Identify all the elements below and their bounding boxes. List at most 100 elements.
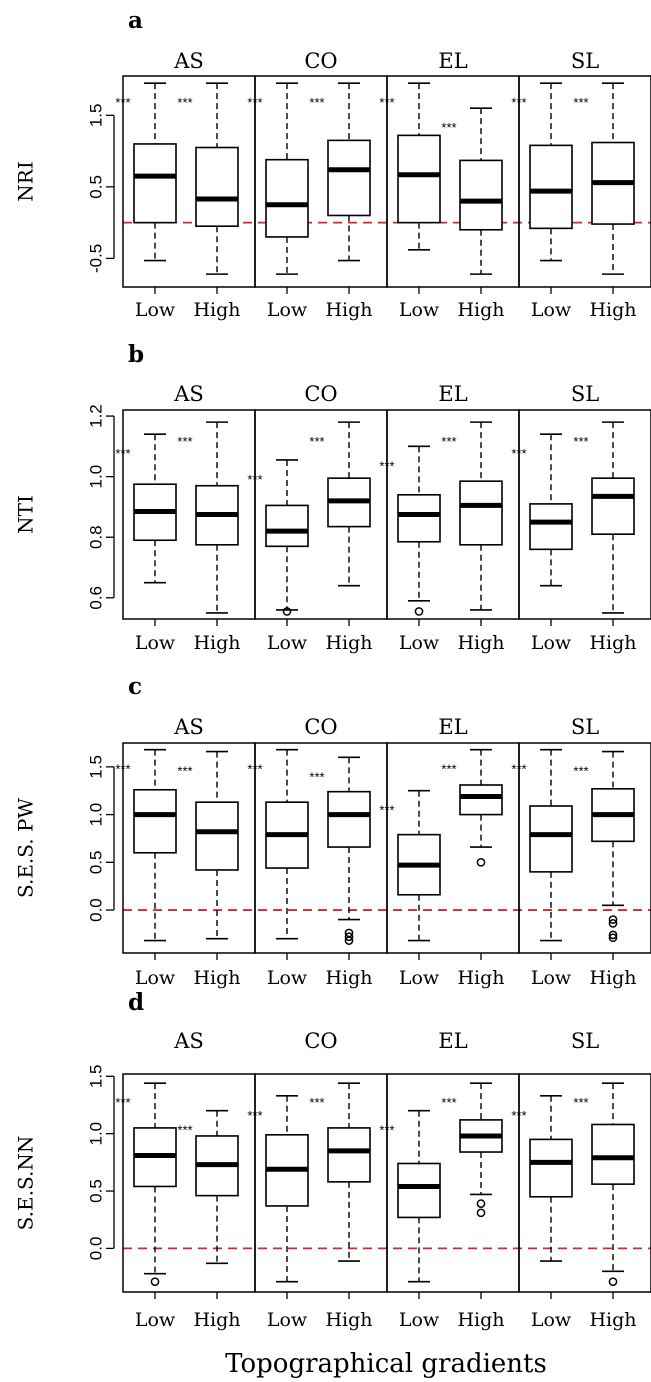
panel-d-facet-frame: [518, 1073, 651, 1293]
panel-c-facet-frame: [518, 742, 651, 954]
panel-d-y-tick-label: 1.5: [86, 1064, 105, 1088]
panel-a-y-tick-label: 0.5: [86, 175, 105, 199]
panel-b-y-tick-label: 1.2: [86, 404, 105, 428]
panel-b-y-tick-label: 1.0: [86, 465, 105, 489]
box-outlier: [608, 915, 618, 924]
panel-c-x-tick-label: High: [457, 967, 504, 989]
significance-label: ***: [573, 1095, 588, 1110]
panel-d-x-tick-label: High: [589, 1309, 636, 1331]
panel-a-y-tick-label: 1.5: [86, 104, 105, 128]
panel-d-x-tick-label: Low: [531, 1309, 572, 1331]
box-outlier: [344, 932, 354, 942]
box-outlier: [476, 857, 486, 867]
panel-c-y-tick-label: 1.0: [86, 803, 105, 827]
significance-label: ***: [573, 95, 588, 110]
panel-a-y-axis-label: NRI: [14, 161, 38, 201]
box-iqr: [459, 784, 503, 816]
significance-label: ***: [573, 764, 588, 779]
panel-c-x-tick-label: Low: [135, 967, 176, 989]
panel-a-x-tick-label: Low: [531, 299, 572, 321]
panel-a-x-tick-label: High: [193, 299, 240, 321]
x-axis-title: Topographical gradients: [225, 1349, 547, 1379]
box-outlier: [476, 1199, 486, 1209]
panel-c-x-tick-label: High: [589, 967, 636, 989]
panel-d-y-tick-label: 0.5: [86, 1179, 105, 1203]
significance-label: ***: [247, 95, 262, 110]
panel-a-group-label-co: CO: [304, 49, 337, 73]
box-outlier: [150, 1277, 160, 1287]
panel-b-x-tick-label: High: [589, 632, 636, 654]
panel-b-x-tick-label: Low: [399, 632, 440, 654]
box-outlier: [344, 936, 354, 945]
panel-c-letter: c: [128, 673, 142, 700]
box-iqr: [265, 504, 309, 548]
box-iqr: [195, 146, 239, 228]
significance-label: ***: [115, 95, 130, 110]
box-outlier: [282, 607, 292, 616]
panel-a-x-tick-label: High: [589, 299, 636, 321]
box-iqr: [529, 503, 573, 551]
panel-d-y-tick-label: 1.0: [86, 1122, 105, 1146]
panel-d-x-tick-label: High: [325, 1309, 372, 1331]
panel-b-group-label-el: EL: [438, 382, 467, 406]
significance-label: ***: [247, 762, 262, 777]
box-outlier: [608, 933, 618, 943]
panel-b-group-label-co: CO: [304, 382, 337, 406]
box-iqr: [529, 144, 573, 230]
panel-c-y-tick-label: 0.0: [86, 898, 105, 922]
panel-c-group-label-co: CO: [304, 715, 337, 739]
box-outlier: [608, 919, 618, 928]
box-iqr: [195, 801, 239, 871]
panel-d-x-tick-label: High: [457, 1309, 504, 1331]
significance-label: ***: [247, 1108, 262, 1123]
panel-b-y-axis-label: NTI: [14, 495, 38, 534]
significance-label: ***: [309, 434, 324, 449]
box-iqr: [397, 1162, 441, 1219]
panel-c-x-tick-label: Low: [399, 967, 440, 989]
panel-b-x-tick-label: Low: [135, 632, 176, 654]
panel-c-y-axis-label: S.E.S. PW: [14, 798, 38, 898]
box-iqr: [327, 790, 371, 848]
box-iqr: [529, 1138, 573, 1198]
box-outlier: [414, 607, 424, 616]
panel-b-y-tick-label: 0.8: [86, 525, 105, 549]
box-iqr: [133, 788, 177, 854]
significance-label: ***: [441, 434, 456, 449]
significance-label: ***: [379, 803, 394, 818]
significance-label: ***: [115, 446, 130, 461]
box-iqr: [529, 805, 573, 873]
significance-label: ***: [441, 1095, 456, 1110]
panel-c-x-tick-label: Low: [531, 967, 572, 989]
panel-d-x-tick-label: High: [193, 1309, 240, 1331]
panel-c-x-tick-label: Low: [267, 967, 308, 989]
panel-b-letter: b: [128, 341, 144, 368]
box-iqr: [591, 1123, 635, 1185]
significance-label: ***: [379, 1123, 394, 1138]
significance-label: ***: [511, 1108, 526, 1123]
significance-label: ***: [177, 434, 192, 449]
box-iqr: [265, 158, 309, 238]
panel-c-group-label-el: EL: [438, 715, 467, 739]
panel-b-group-label-as: AS: [173, 382, 204, 406]
significance-label: ***: [573, 434, 588, 449]
panel-a-x-tick-label: High: [457, 299, 504, 321]
panel-a-x-tick-label: Low: [399, 299, 440, 321]
panel-a-letter: a: [128, 7, 143, 34]
panel-b-facet-frame: [518, 409, 651, 620]
panel-d-group-label-sl: SL: [571, 1029, 599, 1053]
significance-label: ***: [177, 95, 192, 110]
significance-label: ***: [511, 446, 526, 461]
panel-d-group-label-as: AS: [173, 1029, 204, 1053]
box-iqr: [459, 480, 503, 546]
panel-c-x-tick-label: High: [325, 967, 372, 989]
significance-label: ***: [115, 762, 130, 777]
box-iqr: [459, 159, 503, 231]
significance-label: ***: [379, 95, 394, 110]
box-iqr: [397, 134, 441, 224]
panel-d-x-tick-label: Low: [135, 1309, 176, 1331]
panel-d-y-tick-label: 0.0: [86, 1237, 105, 1261]
panel-b-group-label-sl: SL: [571, 382, 599, 406]
significance-label: ***: [511, 95, 526, 110]
panel-a-x-tick-label: Low: [267, 299, 308, 321]
